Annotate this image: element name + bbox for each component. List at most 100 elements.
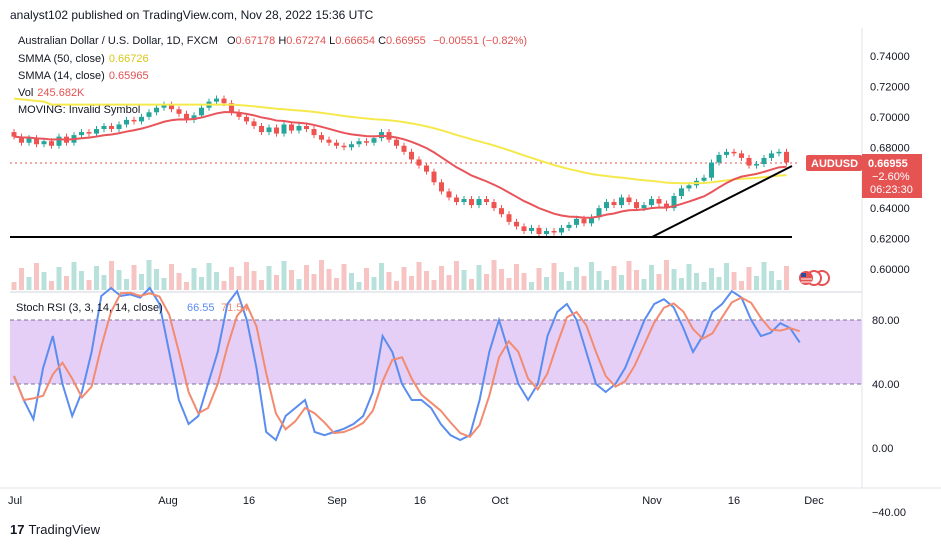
volume-bar bbox=[161, 278, 167, 290]
volume-bar bbox=[101, 275, 107, 290]
volume-bar bbox=[146, 260, 152, 290]
time-tick: Jul bbox=[8, 495, 22, 507]
candle-body bbox=[34, 138, 39, 145]
price-tick: 0.72000 bbox=[870, 81, 910, 93]
footer: 17 TradingView bbox=[10, 522, 100, 537]
candle-body bbox=[739, 153, 744, 158]
volume-bar bbox=[754, 276, 759, 290]
candle-body bbox=[566, 224, 572, 228]
candle-body bbox=[484, 199, 489, 203]
h-label: H bbox=[278, 35, 287, 47]
volume-bar bbox=[446, 275, 452, 290]
candle-body bbox=[559, 227, 564, 233]
volume-bar bbox=[86, 280, 92, 290]
volume-bar bbox=[251, 271, 257, 290]
trend-line[interactable] bbox=[651, 165, 793, 238]
price-tag: AUDUSD 0.66955 −2.60% 06:23:30 bbox=[806, 154, 922, 198]
volume-bar bbox=[34, 263, 39, 290]
candle-body bbox=[581, 218, 587, 224]
volume-bar bbox=[176, 273, 182, 290]
volume-bar bbox=[641, 279, 647, 290]
l-label: L bbox=[329, 35, 336, 47]
volume-bar bbox=[289, 270, 294, 290]
volume-bar bbox=[716, 277, 722, 290]
candle-body bbox=[191, 115, 197, 120]
candle-body bbox=[514, 221, 519, 227]
volume-bar bbox=[784, 266, 789, 290]
price-tag-symbol: AUDUSD bbox=[811, 158, 858, 170]
volume-bar bbox=[349, 273, 354, 290]
candle-body bbox=[754, 164, 759, 166]
candle-body bbox=[131, 119, 137, 122]
volume-bar bbox=[341, 264, 347, 290]
candle-body bbox=[221, 98, 227, 104]
volume-bar bbox=[116, 270, 122, 290]
volume-bar bbox=[604, 280, 609, 290]
sma50-legend: SMMA (50, close) 0.66726 bbox=[18, 53, 149, 65]
volume-bar bbox=[611, 266, 617, 290]
candle-body bbox=[19, 136, 24, 143]
volume-bar bbox=[514, 264, 519, 290]
candle-body bbox=[259, 125, 264, 133]
candle-body bbox=[761, 157, 767, 165]
volume-bar bbox=[139, 274, 144, 290]
volume-bar bbox=[499, 269, 504, 290]
candle-body bbox=[679, 188, 684, 196]
candle-body bbox=[139, 116, 144, 122]
candle-body bbox=[266, 127, 272, 133]
candle-body bbox=[176, 109, 182, 114]
price-tag-change: −2.60% bbox=[872, 171, 910, 183]
candle-body bbox=[656, 199, 662, 204]
candle-body bbox=[589, 217, 594, 224]
sma50-value: 0.66726 bbox=[108, 53, 149, 65]
volume-bars bbox=[11, 260, 789, 290]
volume-bar bbox=[266, 266, 272, 290]
volume-bar bbox=[191, 268, 197, 290]
volume-bar bbox=[401, 267, 407, 290]
time-tick: 16 bbox=[414, 495, 426, 507]
volume-bar bbox=[724, 263, 729, 290]
volume-bar bbox=[281, 261, 287, 290]
price-axis: 0.74000 0.72000 0.70000 0.68000 0.64000 0.620… bbox=[870, 51, 910, 276]
chart-svg[interactable]: 0.74000 0.72000 0.70000 0.68000 0.64000 0.620… bbox=[0, 28, 941, 518]
stoch-d-value: 71.54 bbox=[221, 302, 249, 314]
candle-body bbox=[746, 157, 752, 166]
candle-body bbox=[641, 205, 647, 209]
candle-body bbox=[244, 116, 249, 122]
candle-body bbox=[784, 151, 789, 163]
open-value: 0.67178 bbox=[235, 35, 276, 47]
candle-body bbox=[124, 119, 129, 125]
change-value: −0.00551 (−0.82%) bbox=[432, 35, 528, 47]
volume-bar bbox=[386, 272, 392, 290]
candle-body bbox=[109, 125, 114, 130]
sma14-value: 0.65965 bbox=[108, 70, 149, 82]
price-tag-price: 0.66955 bbox=[868, 158, 908, 170]
candle-body bbox=[199, 107, 204, 116]
volume-bar bbox=[364, 268, 369, 290]
volume-bar bbox=[26, 277, 32, 290]
candle-body bbox=[161, 104, 167, 108]
candle-body bbox=[469, 199, 474, 206]
price-tick: 0.62000 bbox=[870, 234, 910, 246]
volume-bar bbox=[409, 276, 414, 290]
candle-body bbox=[364, 141, 369, 143]
stoch-band bbox=[10, 320, 862, 384]
volume-bar bbox=[56, 267, 62, 290]
volume-bar bbox=[454, 261, 459, 290]
price-tag-timer: 06:23:30 bbox=[870, 184, 913, 196]
candle-body bbox=[476, 199, 482, 206]
published-header: analyst102 published on TradingView.com,… bbox=[10, 8, 374, 22]
tradingview-logo-icon[interactable]: 17 bbox=[10, 522, 25, 537]
volume-bar bbox=[11, 282, 17, 290]
volume-bar bbox=[64, 276, 69, 290]
candle-body bbox=[409, 151, 414, 160]
candle-body bbox=[664, 203, 669, 209]
volume-bar bbox=[656, 274, 662, 290]
us-flag-icon[interactable] bbox=[799, 270, 830, 286]
candle-body bbox=[439, 182, 444, 192]
candle-body bbox=[214, 98, 219, 102]
stoch-tick: 80.00 bbox=[872, 315, 900, 327]
candle-body bbox=[371, 138, 377, 143]
volume-bar bbox=[416, 262, 422, 290]
volume-bar bbox=[469, 279, 474, 290]
